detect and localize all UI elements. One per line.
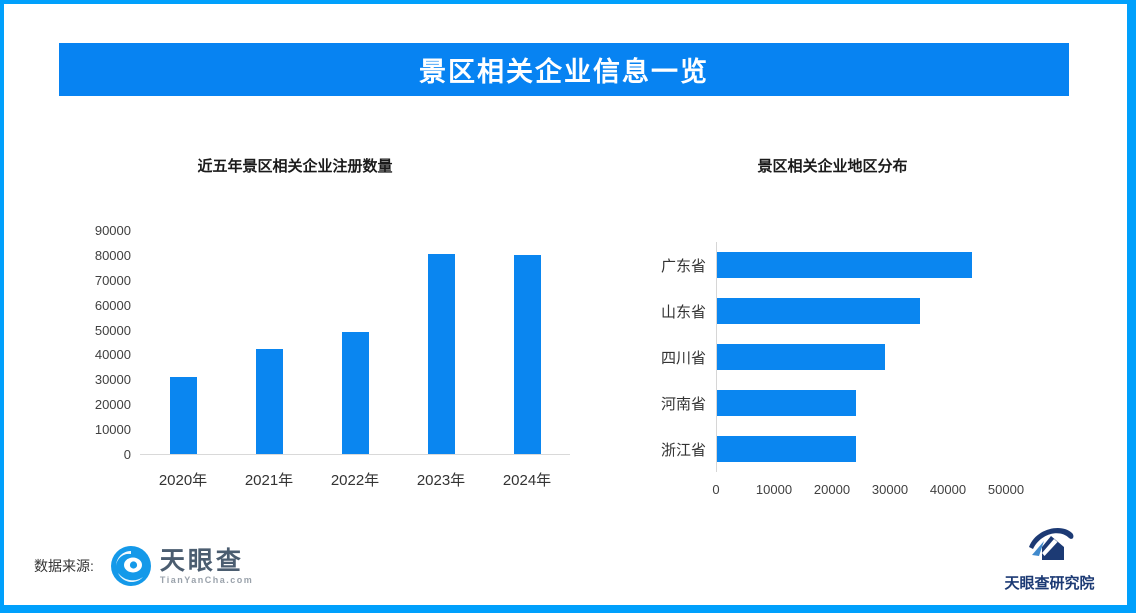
bar-slot — [484, 231, 570, 454]
bar-track — [717, 344, 1025, 370]
right-chart-x-axis: 0 10000 20000 30000 40000 50000 — [645, 482, 1025, 498]
bar-2023年 — [427, 254, 455, 454]
right-chart-axis-line — [716, 242, 717, 472]
y-tick-label: 30000 — [94, 372, 131, 388]
page-title: 景区相关企业信息一览 — [419, 57, 709, 87]
left-chart-y-axis: 0 10000 20000 30000 40000 50000 60000 70000 8000… — [85, 223, 131, 462]
bar-track — [717, 436, 1025, 462]
left-chart-title: 近五年景区相关企业注册数量 — [197, 158, 393, 175]
category-label: 山东省 — [660, 303, 706, 321]
x-tick-label: 40000 — [929, 482, 967, 497]
bar-广东省 — [717, 252, 972, 278]
bar-2021年 — [255, 349, 283, 454]
data-source-label: 数据来源: — [34, 558, 94, 574]
category-label: 浙江省 — [660, 441, 706, 459]
x-tick-label: 0 — [712, 482, 720, 497]
tianyancha-logo-text: 天眼查 TianYanCha.com — [159, 546, 254, 585]
institute-name: 天眼查研究院 — [1004, 575, 1095, 592]
region-row: 广东省 — [645, 242, 1025, 288]
x-tick-label: 50000 — [987, 482, 1025, 497]
right-chart-plot-area: 广东省山东省四川省河南省浙江省 0 10000 20000 30000 40000 500… — [645, 242, 1025, 498]
x-tick-label: 20000 — [813, 482, 851, 497]
x-tick-label: 2023年 — [416, 472, 466, 489]
data-source: 数据来源: 天眼查 TianYanCha.com — [34, 545, 253, 587]
left-chart-x-axis: 2020年 2021年 2022年 2023年 2024年 — [140, 469, 570, 490]
x-tick-label: 2021年 — [244, 472, 294, 489]
region-row: 河南省 — [645, 380, 1025, 426]
bar-四川省 — [717, 344, 885, 370]
tianyancha-eye-icon — [110, 546, 151, 586]
x-tick-label: 2022年 — [330, 472, 380, 489]
bar-slot — [312, 231, 398, 454]
region-row: 浙江省 — [645, 426, 1025, 472]
bar-track — [717, 298, 1025, 324]
left-chart-plot-area: 0 10000 20000 30000 40000 50000 60000 70000 8000… — [85, 223, 570, 521]
y-tick-label: 0 — [123, 447, 131, 462]
bar-track — [717, 390, 1025, 416]
left-chart-bars — [140, 231, 570, 454]
bar-track — [717, 252, 1025, 278]
bar-山东省 — [717, 298, 920, 324]
y-tick-label: 70000 — [94, 272, 131, 288]
right-chart-bars: 广东省山东省四川省河南省浙江省 — [645, 242, 1025, 472]
bar-浙江省 — [717, 436, 856, 462]
left-chart-canvas — [140, 231, 570, 455]
category-label: 四川省 — [660, 349, 706, 367]
region-row: 四川省 — [645, 334, 1025, 380]
bar-2024年 — [513, 255, 541, 454]
registration-count-chart: 近五年景区相关企业注册数量 0 10000 20000 30000 40000 50000… — [85, 155, 570, 521]
category-label: 广东省 — [660, 257, 706, 275]
bar-slot — [398, 231, 484, 454]
region-row: 山东省 — [645, 288, 1025, 334]
y-tick-label: 90000 — [94, 223, 131, 238]
bar-slot — [140, 231, 226, 454]
bar-2022年 — [341, 332, 369, 454]
y-tick-label: 80000 — [94, 247, 131, 263]
bar-slot — [226, 231, 312, 454]
x-tick-label: 10000 — [755, 482, 793, 497]
tianyancha-institute-icon — [1028, 527, 1073, 560]
x-tick-label: 2020年 — [158, 472, 208, 489]
bar-河南省 — [717, 390, 856, 416]
x-tick-label: 2024年 — [502, 472, 552, 489]
bar-2020年 — [169, 377, 197, 454]
y-tick-label: 10000 — [94, 422, 131, 438]
region-distribution-chart: 景区相关企业地区分布 广东省山东省四川省河南省浙江省 0 10000 20000 30… — [645, 155, 1025, 498]
y-tick-label: 50000 — [94, 322, 131, 338]
right-chart-title: 景区相关企业地区分布 — [757, 158, 908, 175]
tianyancha-logo: 天眼查 TianYanCha.com — [110, 545, 253, 587]
tianyancha-logo-name: 天眼查 — [159, 546, 244, 575]
institute-logo-block: 天眼查研究院 — [992, 522, 1107, 593]
tianyancha-logo-url: TianYanCha.com — [159, 574, 254, 585]
y-tick-label: 40000 — [94, 347, 131, 363]
header-banner: 景区相关企业信息一览 — [59, 43, 1069, 96]
x-tick-label: 30000 — [871, 482, 909, 497]
category-label: 河南省 — [660, 395, 706, 413]
y-tick-label: 60000 — [94, 297, 131, 313]
y-tick-label: 20000 — [94, 397, 131, 413]
